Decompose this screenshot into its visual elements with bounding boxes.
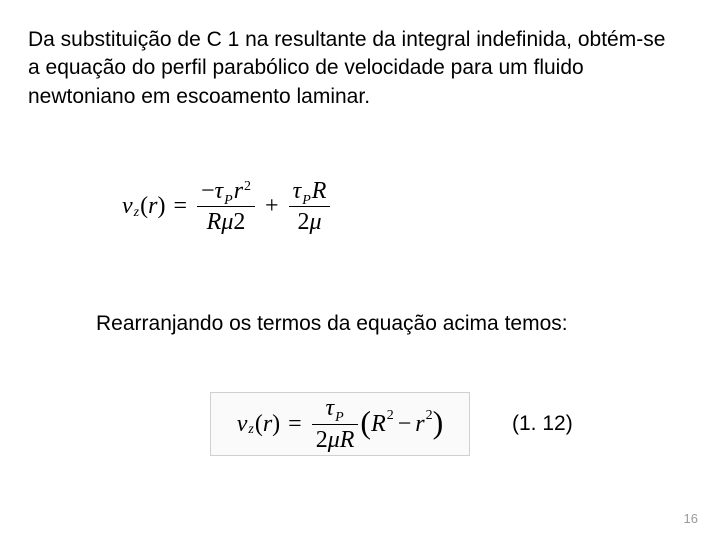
eq1-frac2-den: 2μ	[293, 209, 325, 235]
equation-1: v z ( r ) = −τPr2 Rμ2 + τPR	[122, 178, 392, 236]
eq2-big-rparen: )	[433, 406, 444, 438]
eq2-tau-sub: P	[335, 410, 344, 425]
eq2-R: R	[371, 411, 386, 438]
eq1-lhs: v z ( r )	[122, 193, 165, 220]
eq2-open-paren: (	[255, 411, 263, 438]
equation-1-container: v z ( r ) = −τPr2 Rμ2 + τPR	[122, 178, 392, 238]
equation-2-box: v z ( r ) = τP 2μR ( R2 − r2 )	[210, 392, 470, 456]
eq1-close-paren: )	[157, 193, 165, 220]
eq2-r: r	[415, 411, 424, 438]
eq1-frac1-num: −τPr2	[197, 178, 255, 204]
equation-number: (1. 12)	[512, 412, 573, 436]
rearrange-paragraph: Rearranjando os termos da equação acima …	[96, 312, 656, 336]
eq1-tau2-sub: P	[302, 193, 311, 208]
eq1-neg: −	[201, 178, 215, 204]
eq1-r1: r	[234, 178, 243, 204]
eq2-fraction: τP 2μR	[312, 395, 359, 453]
eq2-frac-num: τP	[321, 395, 348, 421]
eq2-lhs: v z ( r )	[237, 411, 280, 438]
eq1-tau1: τ	[215, 178, 224, 204]
eq1-frac2-num: τPR	[289, 178, 331, 204]
eq2-frac-den: 2μR	[312, 427, 359, 453]
eq1-R1: R	[207, 209, 222, 235]
eq2-v: v	[237, 411, 248, 438]
eq1-tau2: τ	[293, 178, 302, 204]
eq2-mu: μ	[328, 427, 340, 453]
eq2-arg-r: r	[263, 411, 272, 438]
eq1-plus: +	[265, 193, 279, 220]
eq2-minus: −	[398, 411, 412, 438]
equation-2: v z ( r ) = τP 2μR ( R2 − r2 )	[237, 395, 444, 453]
eq1-mu1: μ	[221, 209, 233, 235]
eq1-arg-r: r	[148, 193, 157, 220]
eq1-mu2: μ	[309, 209, 321, 235]
eq1-equals: =	[173, 193, 187, 220]
eq2-big-lparen: (	[360, 406, 371, 438]
eq1-r1-sup: 2	[244, 179, 251, 194]
eq2-r-sup: 2	[426, 408, 433, 424]
eq1-two1: 2	[233, 209, 245, 235]
eq1-R2: R	[312, 178, 327, 204]
eq1-v-sub: z	[134, 205, 139, 221]
eq1-v: v	[122, 193, 133, 220]
eq1-tau1-sub: P	[224, 193, 233, 208]
eq2-R-sup: 2	[387, 408, 394, 424]
eq1-two2: 2	[297, 209, 309, 235]
eq2-equals: =	[288, 411, 302, 438]
eq2-two: 2	[316, 427, 328, 453]
eq2-v-sub: z	[248, 422, 253, 438]
eq1-fraction-2: τPR 2μ	[289, 178, 331, 236]
eq2-tau: τ	[325, 395, 334, 421]
eq1-open-paren: (	[140, 193, 148, 220]
intro-paragraph: Da substituição de C 1 na resultante da …	[28, 26, 668, 111]
eq2-close-paren: )	[272, 411, 280, 438]
slide-page: Da substituição de C 1 na resultante da …	[0, 0, 720, 540]
page-number: 16	[684, 511, 698, 526]
eq1-fraction-1: −τPr2 Rμ2	[197, 178, 255, 236]
eq1-frac1-den: Rμ2	[203, 209, 250, 235]
eq2-Rden: R	[340, 427, 355, 453]
